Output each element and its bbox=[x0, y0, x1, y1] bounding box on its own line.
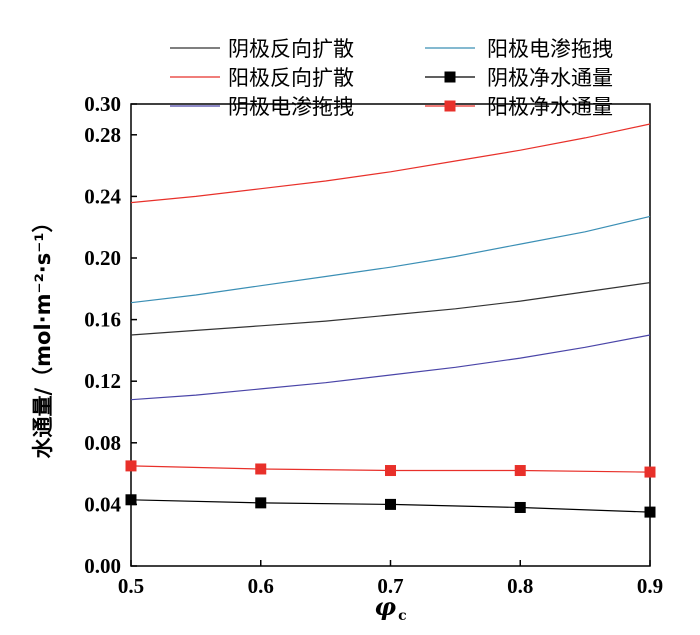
series-4 bbox=[130, 215, 651, 304]
series-line bbox=[130, 282, 651, 336]
data-point bbox=[255, 463, 267, 475]
x-tick-label: 0.6 bbox=[248, 574, 274, 598]
series-line bbox=[130, 334, 651, 401]
legend-item: 阴极净水通量 bbox=[425, 66, 613, 90]
y-tick-label: 0.12 bbox=[84, 369, 121, 393]
x-tick-label: 0.9 bbox=[637, 574, 663, 598]
data-point bbox=[644, 466, 656, 478]
legend-item: 阴极电渗拖拽 bbox=[170, 95, 354, 119]
legend-item: 阳极净水通量 bbox=[425, 95, 613, 119]
legend-marker bbox=[444, 71, 456, 83]
legend-label: 阴极电渗拖拽 bbox=[228, 95, 354, 119]
legend-marker bbox=[444, 100, 456, 112]
x-tick-label: 0.5 bbox=[118, 574, 144, 598]
tick-labels: 0.5 0.6 0.7 0.8 0.9 0.00 0.04 0.08 0.12 0.16 0.20 0… bbox=[84, 92, 663, 598]
y-tick-label: 0.16 bbox=[84, 308, 121, 332]
data-point bbox=[125, 494, 137, 506]
y-tick-label: 0.08 bbox=[84, 431, 121, 455]
y-axis-label: 水通量/（mol·m⁻²·s⁻¹） bbox=[31, 211, 55, 458]
legend-item: 阴极反向扩散 bbox=[170, 37, 354, 61]
legend-label: 阳极反向扩散 bbox=[228, 66, 354, 90]
data-point bbox=[514, 465, 526, 477]
data-point bbox=[514, 501, 526, 513]
data-point bbox=[644, 506, 656, 518]
plot-area bbox=[125, 103, 656, 567]
data-point bbox=[255, 497, 267, 509]
x-tick-label: 0.7 bbox=[377, 574, 403, 598]
y-tick-label: 0.24 bbox=[84, 184, 121, 208]
legend-label: 阴极净水通量 bbox=[487, 66, 613, 90]
y-tick-label: 0.20 bbox=[84, 246, 121, 270]
data-point bbox=[125, 460, 137, 472]
x-axis-label-subscript: c bbox=[398, 608, 407, 624]
series-5 bbox=[125, 494, 656, 518]
legend-label: 阴极反向扩散 bbox=[228, 37, 354, 61]
series-6 bbox=[125, 460, 656, 478]
series-line bbox=[130, 215, 651, 304]
x-tick-label: 0.8 bbox=[507, 574, 533, 598]
data-point bbox=[385, 465, 396, 477]
axis-ticks bbox=[130, 103, 651, 567]
series-1 bbox=[130, 282, 651, 336]
series-2 bbox=[130, 123, 651, 204]
series-line bbox=[130, 123, 651, 204]
axes-frame bbox=[130, 103, 651, 567]
legend-label: 阳极电渗拖拽 bbox=[487, 37, 613, 61]
series-group bbox=[125, 123, 656, 518]
legend-item: 阳极电渗拖拽 bbox=[425, 37, 613, 61]
y-tick-label: 0.30 bbox=[84, 92, 121, 116]
series-3 bbox=[130, 334, 651, 401]
x-axis-label-main: φ bbox=[374, 592, 396, 621]
legend-label: 阳极净水通量 bbox=[487, 95, 613, 119]
y-tick-label: 0.04 bbox=[84, 492, 121, 516]
legend-item: 阳极反向扩散 bbox=[170, 66, 354, 90]
y-tick-label: 0.00 bbox=[84, 554, 121, 578]
y-tick-label: 0.28 bbox=[84, 123, 121, 147]
data-point bbox=[385, 498, 396, 510]
